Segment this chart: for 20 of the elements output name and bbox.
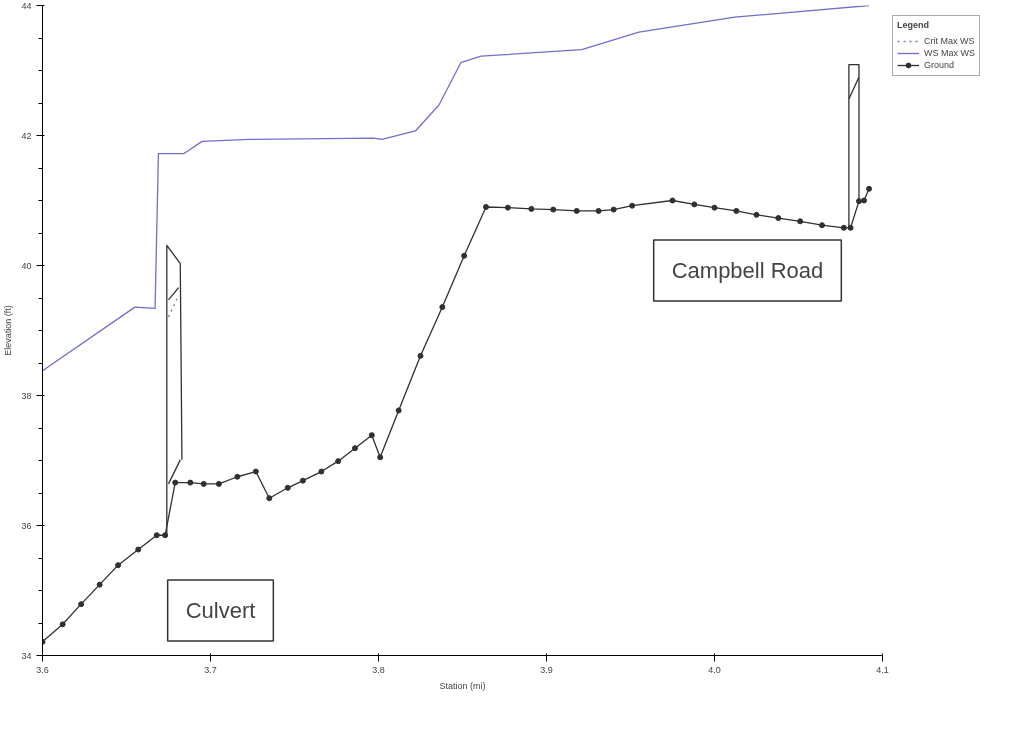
y-axis-title: Elevation (ft) [3,305,14,356]
legend-label: Ground [924,60,955,70]
x-axis-title: Station (mi) [439,680,486,691]
y-tick-label: 34 [21,650,32,661]
legend-label: WS Max WS [924,48,975,58]
x-tick-label: 4.0 [708,664,721,675]
y-tick-label: 38 [21,390,32,401]
x-tick-label: 3.9 [540,664,553,675]
x-tick-label: 3.6 [36,664,49,675]
y-tick-label: 44 [21,0,32,11]
legend-label: Crit Max WS [924,36,975,46]
y-tick-label: 40 [21,260,32,271]
y-tick-label: 42 [21,130,32,141]
y-tick-label: 36 [21,520,32,531]
x-tick-label: 4.1 [876,664,889,675]
x-tick-label: 3.8 [372,664,385,675]
legend-title: Legend [897,20,930,30]
annotation: Culvert [185,598,256,623]
x-tick-label: 3.7 [204,664,217,675]
annotation: Campbell Road [671,258,824,283]
